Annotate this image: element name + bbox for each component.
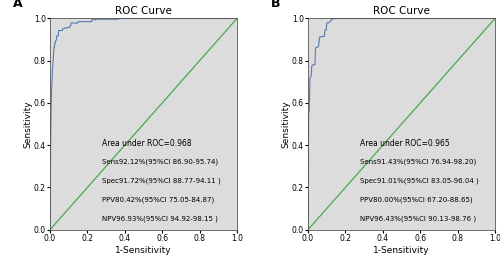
- Y-axis label: Sensitivity: Sensitivity: [282, 100, 290, 148]
- Text: PPV80.42%(95%CI 75.05-84.87): PPV80.42%(95%CI 75.05-84.87): [102, 197, 214, 204]
- Text: Sens91.43%(95%CI 76.94-98.20): Sens91.43%(95%CI 76.94-98.20): [360, 159, 476, 166]
- Text: Spec91.72%(95%CI 88.77-94.11 ): Spec91.72%(95%CI 88.77-94.11 ): [102, 178, 221, 185]
- X-axis label: 1-Sensitivity: 1-Sensitivity: [373, 246, 430, 254]
- Text: NPV96.93%(95%CI 94.92-98.15 ): NPV96.93%(95%CI 94.92-98.15 ): [102, 216, 218, 223]
- Text: Area under ROC=0.968: Area under ROC=0.968: [102, 139, 192, 148]
- Title: ROC Curve: ROC Curve: [115, 6, 172, 16]
- Title: ROC Curve: ROC Curve: [373, 6, 430, 16]
- Y-axis label: Sensitivity: Sensitivity: [24, 100, 32, 148]
- Text: Area under ROC=0.965: Area under ROC=0.965: [360, 139, 450, 148]
- Text: PPV80.00%(95%CI 67.20-88.65): PPV80.00%(95%CI 67.20-88.65): [360, 197, 473, 204]
- Text: NPV96.43%(95%CI 90.13-98.76 ): NPV96.43%(95%CI 90.13-98.76 ): [360, 216, 476, 223]
- Text: B: B: [270, 0, 280, 10]
- Text: A: A: [12, 0, 22, 10]
- Text: Spec91.01%(95%CI 83.05-96.04 ): Spec91.01%(95%CI 83.05-96.04 ): [360, 178, 479, 185]
- Text: Sens92.12%(95%CI 86.90-95.74): Sens92.12%(95%CI 86.90-95.74): [102, 159, 218, 166]
- X-axis label: 1-Sensitivity: 1-Sensitivity: [115, 246, 172, 254]
